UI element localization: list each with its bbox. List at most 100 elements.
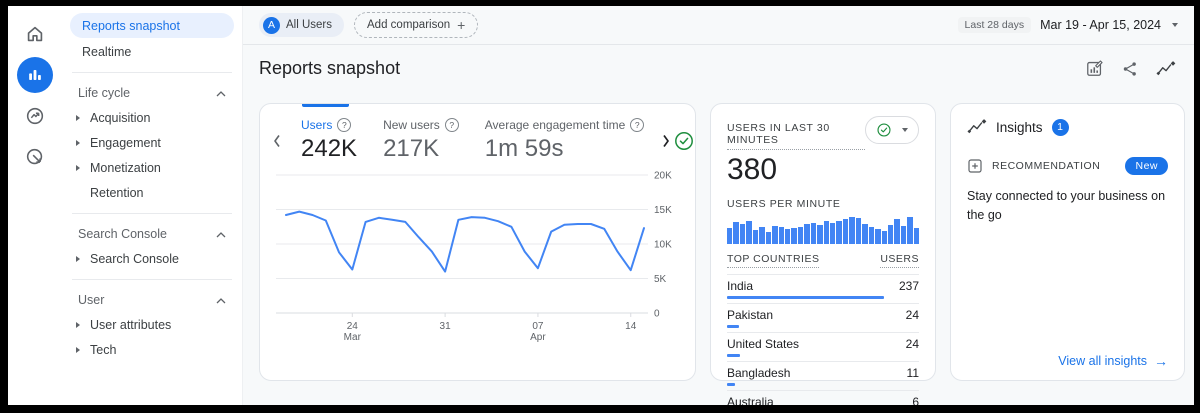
users-column-header[interactable]: USERS xyxy=(880,253,919,268)
sidebar-item-tech[interactable]: Tech xyxy=(70,337,234,362)
share-icon[interactable] xyxy=(1121,60,1139,78)
reports-icon[interactable] xyxy=(17,57,53,93)
y-axis-tick-label: 0 xyxy=(654,309,660,320)
nav-divider xyxy=(72,72,232,73)
country-users-value: 11 xyxy=(906,366,919,380)
chevron-down-icon xyxy=(902,128,908,132)
next-metrics-button[interactable] xyxy=(659,131,673,151)
data-quality-check-icon[interactable] xyxy=(673,130,695,152)
nav-section-search-console[interactable]: Search Console xyxy=(70,222,234,246)
insights-card: Insights 1 RECOMMENDATION New Stay conne… xyxy=(950,103,1185,381)
country-name: Bangladesh xyxy=(727,366,791,380)
per-minute-bar xyxy=(772,226,778,244)
nav-item-label: Realtime xyxy=(82,44,132,59)
per-minute-bar xyxy=(810,223,817,244)
expand-triangle-icon xyxy=(76,114,80,121)
country-users-bar xyxy=(727,325,739,328)
top-countries-column-header[interactable]: TOP COUNTRIES xyxy=(727,253,820,268)
help-icon[interactable]: ? xyxy=(337,118,352,132)
chevron-down-icon xyxy=(1172,23,1178,27)
view-all-insights-link[interactable]: View all insights → xyxy=(1058,354,1168,368)
sidebar-item-engagement[interactable]: Engagement xyxy=(70,130,234,155)
per-minute-bar xyxy=(752,230,759,244)
nav-section-label: Search Console xyxy=(78,227,167,241)
per-minute-bar xyxy=(784,229,791,244)
help-icon[interactable]: ? xyxy=(630,118,645,132)
date-preset-badge: Last 28 days xyxy=(957,17,1032,33)
add-comparison-button[interactable]: Add comparison + xyxy=(354,12,479,38)
per-minute-bar xyxy=(836,221,842,244)
per-minute-bar xyxy=(823,221,829,244)
country-users-value: 24 xyxy=(905,337,919,351)
recommendation-row: RECOMMENDATION New xyxy=(967,157,1168,175)
advertising-icon[interactable] xyxy=(17,139,53,175)
main-area: A All Users Add comparison + Last 28 day… xyxy=(242,6,1194,405)
previous-metrics-button[interactable] xyxy=(270,131,284,151)
home-icon[interactable] xyxy=(17,16,53,52)
check-circle-icon xyxy=(877,123,891,137)
per-minute-bar xyxy=(778,227,784,244)
per-minute-bar xyxy=(900,226,907,244)
country-row-united-states: United States 24 xyxy=(727,332,919,357)
explore-icon[interactable] xyxy=(17,98,53,134)
metric-value: 1m 59s xyxy=(484,135,564,162)
add-box-icon xyxy=(968,159,982,173)
nav-section-user[interactable]: User xyxy=(70,288,234,312)
y-axis-tick-label: 15K xyxy=(654,205,672,216)
x-axis-tick-label: 24 xyxy=(347,321,359,332)
chevron-up-icon xyxy=(216,227,226,241)
users-per-minute-label: USERS PER MINUTE xyxy=(727,198,841,210)
sidebar-item-retention[interactable]: Retention xyxy=(70,180,234,205)
per-minute-bar xyxy=(765,232,772,244)
sidebar-item-reports-snapshot[interactable]: Reports snapshot xyxy=(70,13,234,38)
date-range-selector[interactable]: Last 28 days Mar 19 - Apr 15, 2024 xyxy=(957,17,1178,33)
expand-triangle-icon xyxy=(76,139,80,146)
help-icon[interactable]: ? xyxy=(444,118,459,132)
all-users-chip[interactable]: A All Users xyxy=(259,13,345,37)
per-minute-bar xyxy=(739,224,746,244)
insights-title: Insights xyxy=(996,119,1043,135)
x-axis-tick-label: 14 xyxy=(625,321,637,332)
metric-tab-new-users[interactable]: New users? 217K xyxy=(383,118,459,163)
metric-label: New users xyxy=(383,118,440,132)
title-actions xyxy=(1085,59,1176,78)
nav-section-life-cycle[interactable]: Life cycle xyxy=(70,81,234,105)
insights-sparkline-icon[interactable] xyxy=(1156,60,1176,78)
metric-tab-users[interactable]: Users? 242K xyxy=(301,118,357,163)
sidebar-item-acquisition[interactable]: Acquisition xyxy=(70,105,234,130)
realtime-status-dropdown[interactable] xyxy=(865,116,919,144)
sidebar-item-search-console[interactable]: Search Console xyxy=(70,246,234,271)
nav-section-label: User xyxy=(78,293,105,307)
nav-item-label: Engagement xyxy=(90,135,161,150)
per-minute-bar xyxy=(855,218,862,244)
metric-label: Average engagement time xyxy=(484,118,626,132)
country-users-bar xyxy=(727,354,741,357)
per-minute-bar xyxy=(830,223,836,244)
insight-message[interactable]: Stay connected to your business on the g… xyxy=(967,189,1166,222)
users-per-minute-chart xyxy=(727,217,920,244)
nav-divider xyxy=(72,213,232,214)
sidebar-item-monetization[interactable]: Monetization xyxy=(70,155,234,180)
insights-count-badge: 1 xyxy=(1051,118,1069,136)
expand-triangle-icon xyxy=(76,321,80,328)
y-axis-tick-label: 20K xyxy=(654,171,672,182)
per-minute-bar xyxy=(907,217,913,244)
country-name: India xyxy=(727,279,754,293)
y-axis-tick-label: 10K xyxy=(654,240,672,251)
expand-triangle-icon xyxy=(76,255,80,262)
page-title: Reports snapshot xyxy=(259,58,401,78)
nav-item-label: Search Console xyxy=(90,251,179,266)
nav-section-label: Life cycle xyxy=(78,86,131,100)
x-axis-month-label: Mar xyxy=(344,332,362,343)
country-users-value: 237 xyxy=(898,279,919,293)
metric-tab-average-engagement-time[interactable]: Average engagement time? 1m 59s xyxy=(485,118,645,163)
sidebar-item-realtime[interactable]: Realtime xyxy=(70,39,234,64)
metric-value: 217K xyxy=(383,135,440,162)
nav-item-label: Acquisition xyxy=(90,110,151,125)
users-series-line xyxy=(285,210,645,273)
sidebar-item-user-attributes[interactable]: User attributes xyxy=(70,312,234,337)
countries-table-header: TOP COUNTRIES USERS xyxy=(727,253,919,268)
customize-report-icon[interactable] xyxy=(1085,59,1104,78)
per-minute-bar xyxy=(849,217,855,244)
